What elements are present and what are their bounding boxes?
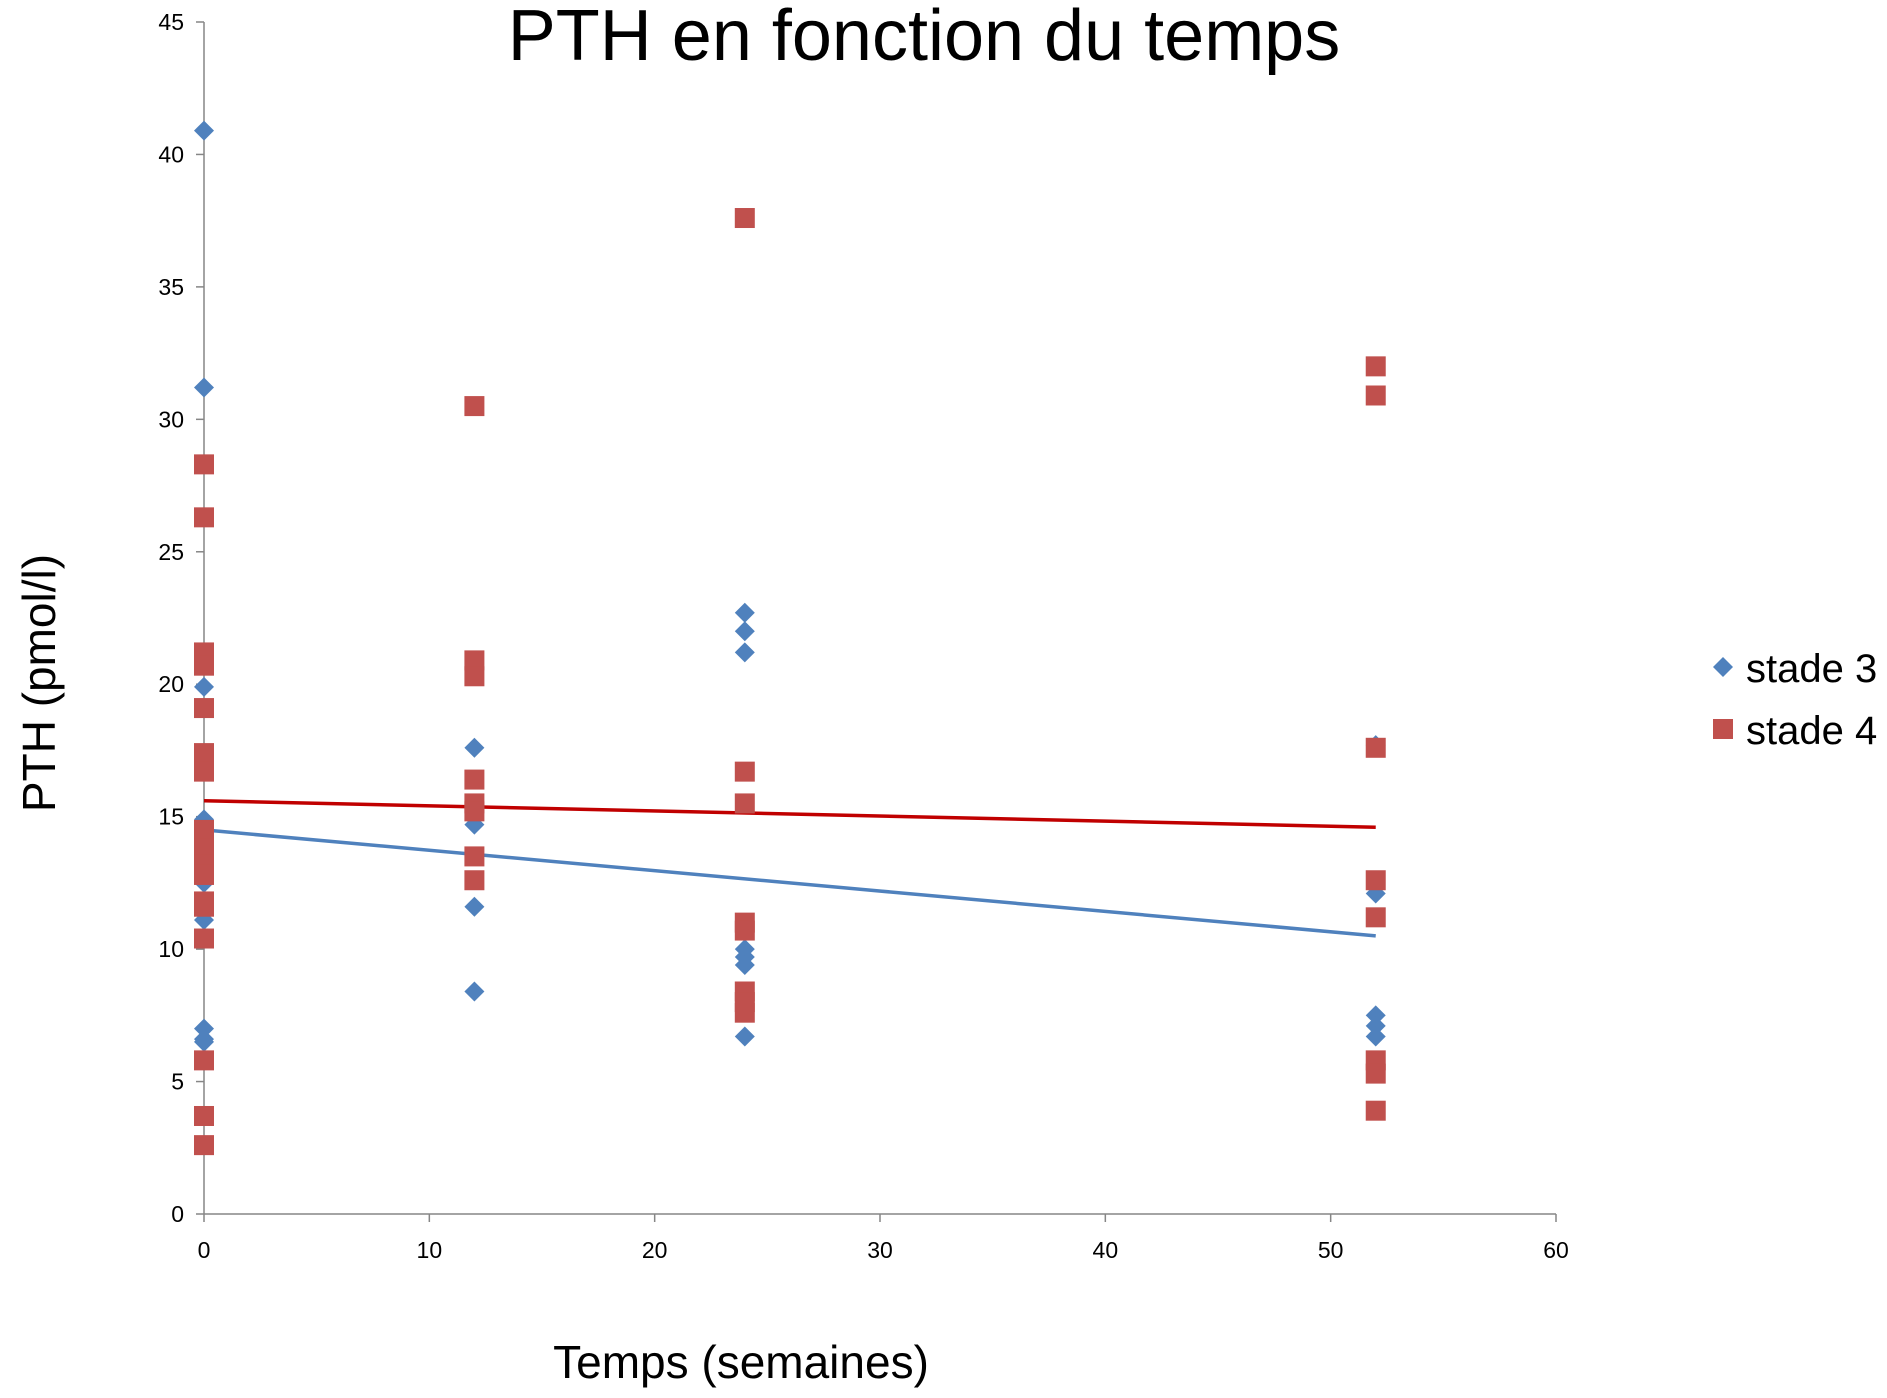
data-point (1365, 385, 1386, 406)
legend-marker-stade-4 (1713, 719, 1733, 739)
y-tick-label: 25 (158, 539, 184, 565)
data-point (194, 1018, 214, 1039)
data-point (194, 377, 214, 398)
legend-label: stade 3 (1746, 647, 1877, 691)
legend: stade 3 stade 4 (1713, 647, 1877, 753)
legend-marker-stade-3 (1713, 657, 1733, 677)
series-stade-4 (194, 208, 1386, 1156)
legend-label: stade 4 (1746, 709, 1877, 753)
y-tick-label: 30 (158, 406, 184, 432)
data-point (1365, 1063, 1386, 1084)
data-point (464, 769, 485, 790)
data-point (1365, 870, 1386, 891)
data-point (194, 743, 214, 764)
data-point (464, 896, 485, 917)
data-point (734, 642, 755, 663)
data-point (1365, 907, 1386, 928)
trendlines (203, 799, 1376, 938)
y-tick-label: 35 (158, 274, 184, 300)
data-point (194, 1031, 214, 1052)
data-point (464, 870, 485, 891)
x-tick-label: 30 (867, 1237, 893, 1263)
data-point (1365, 1005, 1386, 1026)
data-point (194, 896, 214, 917)
axes: 0 5 10 15 20 25 30 35 40 45 0 10 20 30 40 50 60 (158, 9, 1568, 1263)
data-point (194, 507, 214, 528)
x-tick-label: 40 (1093, 1237, 1119, 1263)
data-point (194, 928, 214, 949)
data-point (194, 838, 214, 859)
data-point (194, 698, 214, 719)
y-tick-label: 10 (158, 936, 184, 962)
data-point (194, 1105, 214, 1126)
x-tick-label: 0 (198, 1237, 211, 1263)
x-tick-label: 20 (642, 1237, 668, 1263)
y-tick-label: 20 (158, 671, 184, 697)
x-tick-label: 50 (1318, 1237, 1344, 1263)
x-axis-title: Temps (semaines) (553, 1336, 929, 1388)
y-tick-label: 45 (158, 9, 184, 35)
data-point (194, 454, 214, 475)
data-point (734, 761, 755, 782)
data-points (194, 120, 1386, 1156)
trendline-stade-3 (203, 828, 1376, 938)
data-point (734, 955, 755, 976)
y-tick-label: 15 (158, 804, 184, 830)
data-point (194, 655, 214, 676)
data-point (1365, 737, 1386, 758)
data-point (734, 208, 755, 229)
data-point (194, 1050, 214, 1071)
data-point (734, 1002, 755, 1023)
y-tick-label: 5 (171, 1069, 184, 1095)
data-point (464, 981, 485, 1002)
data-point (194, 761, 214, 782)
data-point (464, 801, 485, 822)
trendline-stade-4 (203, 799, 1376, 830)
x-tick-label: 60 (1543, 1237, 1569, 1263)
data-point (464, 737, 485, 758)
data-point (1365, 1100, 1386, 1121)
chart-title: PTH en fonction du temps (508, 0, 1340, 76)
x-tick-label: 10 (417, 1237, 443, 1263)
data-point (1365, 356, 1386, 377)
data-point (194, 819, 214, 840)
y-axis-title: PTH (pmol/l) (13, 554, 65, 812)
data-point (734, 602, 755, 623)
data-point (734, 1026, 755, 1047)
data-point (194, 676, 214, 697)
data-point (464, 650, 485, 671)
data-point (464, 666, 485, 687)
data-point (1365, 1015, 1386, 1036)
data-point (464, 396, 485, 417)
data-point (194, 1135, 214, 1156)
data-point (194, 120, 214, 141)
y-tick-label: 40 (158, 141, 184, 167)
data-point (734, 793, 755, 814)
data-point (734, 621, 755, 642)
data-point (194, 864, 214, 885)
data-point (1365, 1026, 1386, 1047)
data-point (734, 920, 755, 941)
data-point (464, 846, 485, 867)
y-tick-label: 0 (171, 1201, 184, 1227)
series-stade-3 (194, 120, 1386, 1052)
